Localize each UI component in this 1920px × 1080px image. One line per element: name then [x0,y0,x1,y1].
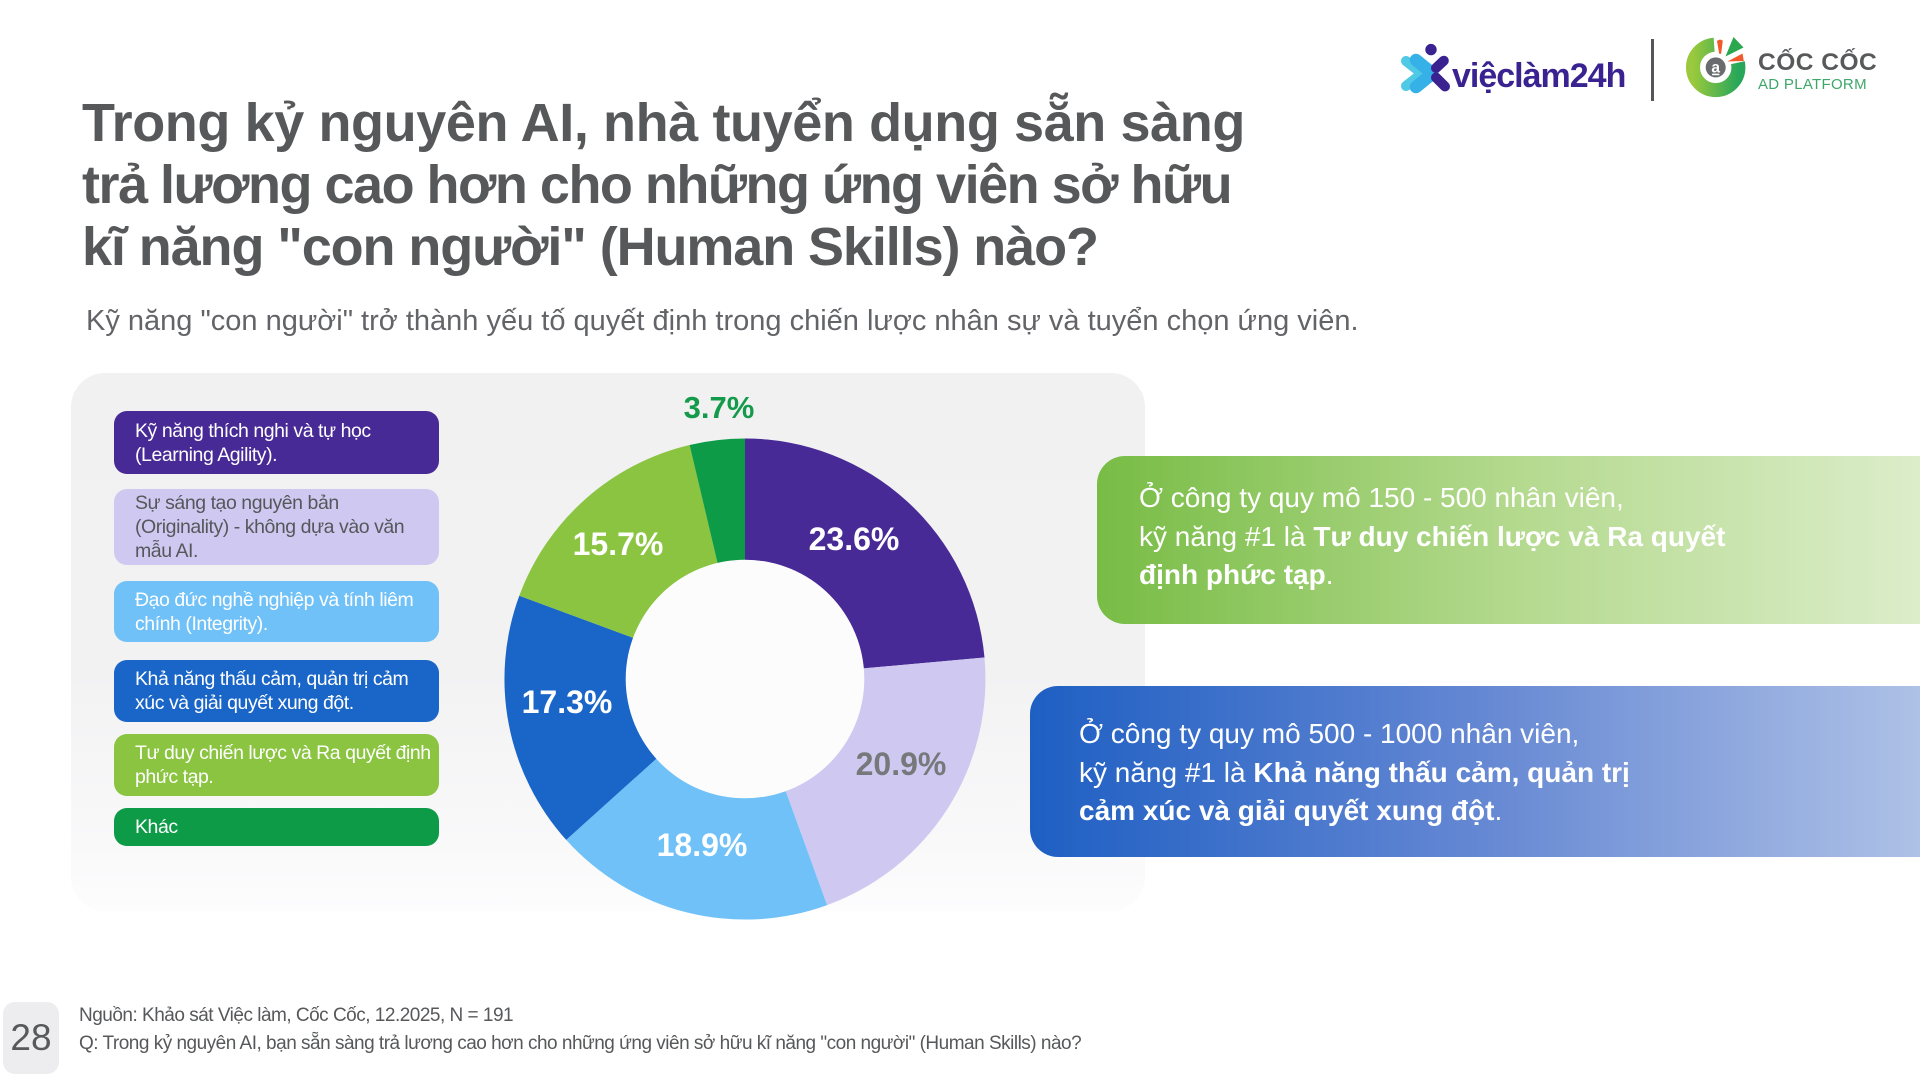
svg-text:a: a [1711,60,1720,77]
svg-text:AD PLATFORM: AD PLATFORM [1758,76,1867,93]
svg-text:việclàm24h: việclàm24h [1452,57,1625,95]
svg-text:CỐC CỐC: CỐC CỐC [1758,48,1877,76]
